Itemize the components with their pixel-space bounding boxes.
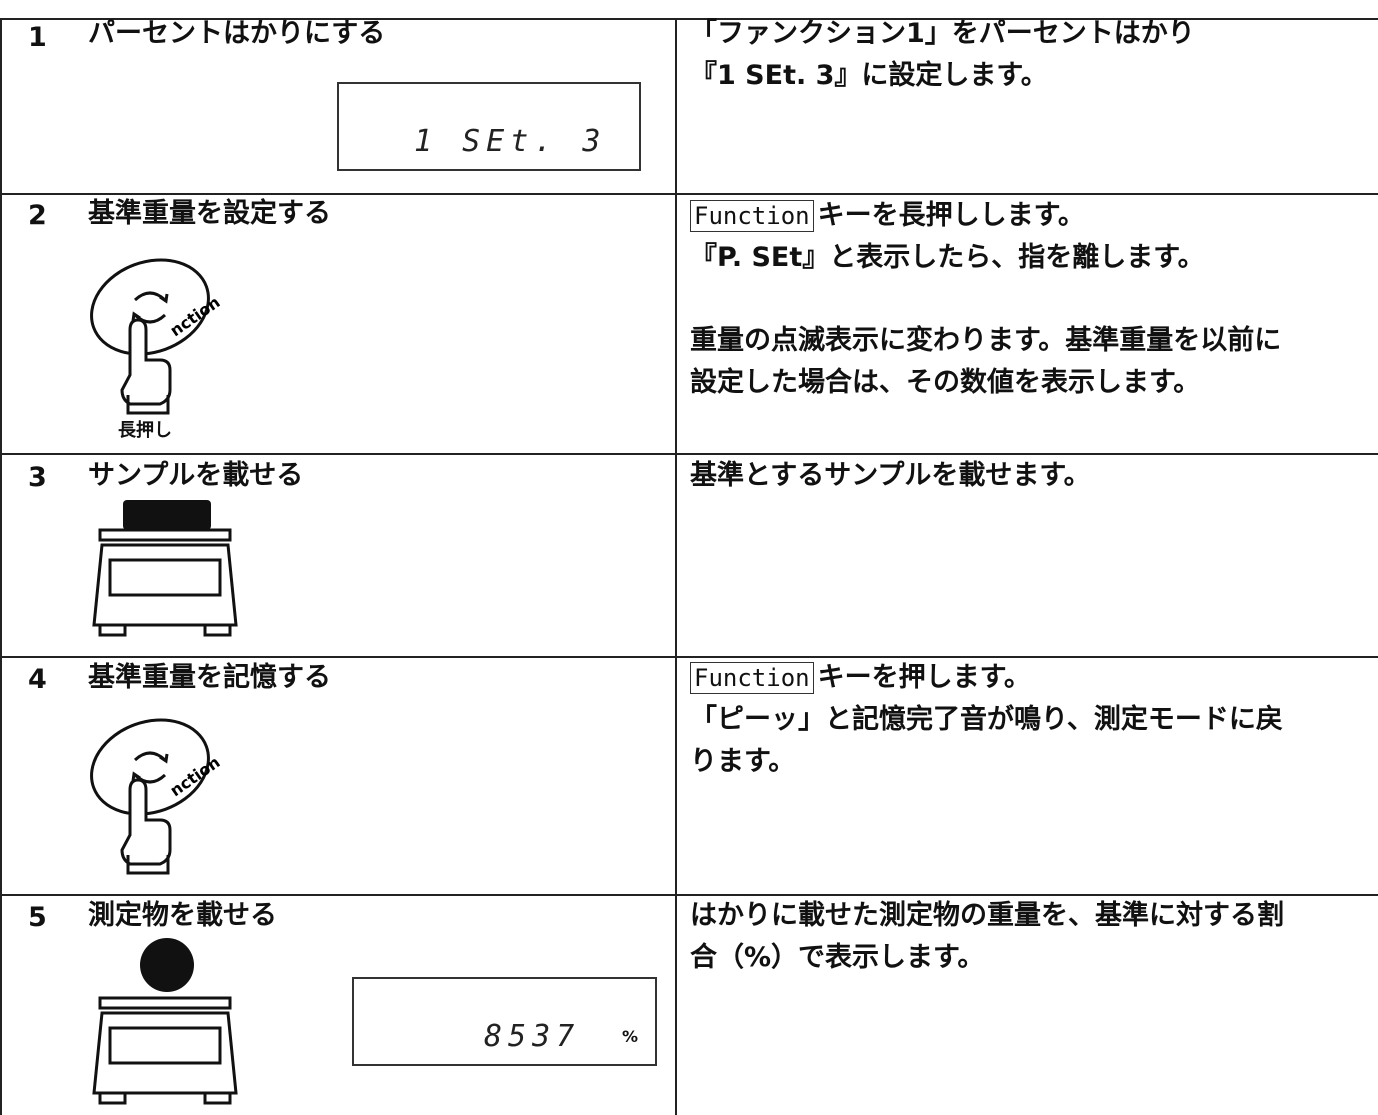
key: Function <box>690 200 814 232</box>
step-number: 1 <box>28 22 47 53</box>
icon-label: 長押し <box>118 420 172 441</box>
step-number: 4 <box>28 664 47 695</box>
key: Function <box>690 662 814 694</box>
step-title: パーセントはかりにする <box>88 18 386 49</box>
cell <box>675 894 1378 1115</box>
description: 「ファンクション1」をパーセントはかり <box>690 18 1195 49</box>
display-text: 8537 <box>484 1019 581 1054</box>
description: はかりに載せた測定物の重量を、基準に対する割 <box>690 900 1284 931</box>
description: Function キーを長押しします。 <box>690 198 1085 234</box>
description: 合（%）で表示します。 <box>690 942 985 973</box>
description: 重量の点滅表示に変わります。基準重量を以前に <box>690 325 1282 356</box>
description: 『P. SEt』と表示したら、指を離します。 <box>690 242 1205 273</box>
description-text: キーを押します。 <box>817 662 1031 693</box>
step-title: 基準重量を記憶する <box>88 662 331 693</box>
description: 基準とするサンプルを載せます。 <box>690 460 1091 491</box>
description: 設定した場合は、その数値を表示します。 <box>690 367 1201 398</box>
description-text: キーを長押しします。 <box>817 200 1085 231</box>
icon-text: nction <box>166 752 223 800</box>
description: 『1 SEt. 3』に設定します。 <box>690 60 1048 91</box>
scale-icon <box>90 500 240 640</box>
step-number: 5 <box>28 902 47 933</box>
press-icon: nction <box>80 245 223 425</box>
display-text: 1 SEt. 3 <box>414 124 607 159</box>
display: 8537% <box>352 977 657 1066</box>
description: 「ピーッ」と記憶完了音が鳴り、測定モードに戻 <box>690 704 1283 735</box>
scale-icon <box>92 938 238 1105</box>
description: Function キーを押します。 <box>690 660 1031 696</box>
icon-text: nction <box>166 292 223 340</box>
step-number: 2 <box>28 200 47 231</box>
press-icon: nction <box>80 705 223 885</box>
step-title: 基準重量を設定する <box>88 198 331 229</box>
step-title: 測定物を載せる <box>88 900 277 931</box>
description: ります。 <box>690 746 796 777</box>
step-title: サンプルを載せる <box>88 460 304 491</box>
display: 1 SEt. 3 <box>337 82 641 171</box>
display-unit: % <box>622 1027 639 1046</box>
step-number: 3 <box>28 462 47 493</box>
